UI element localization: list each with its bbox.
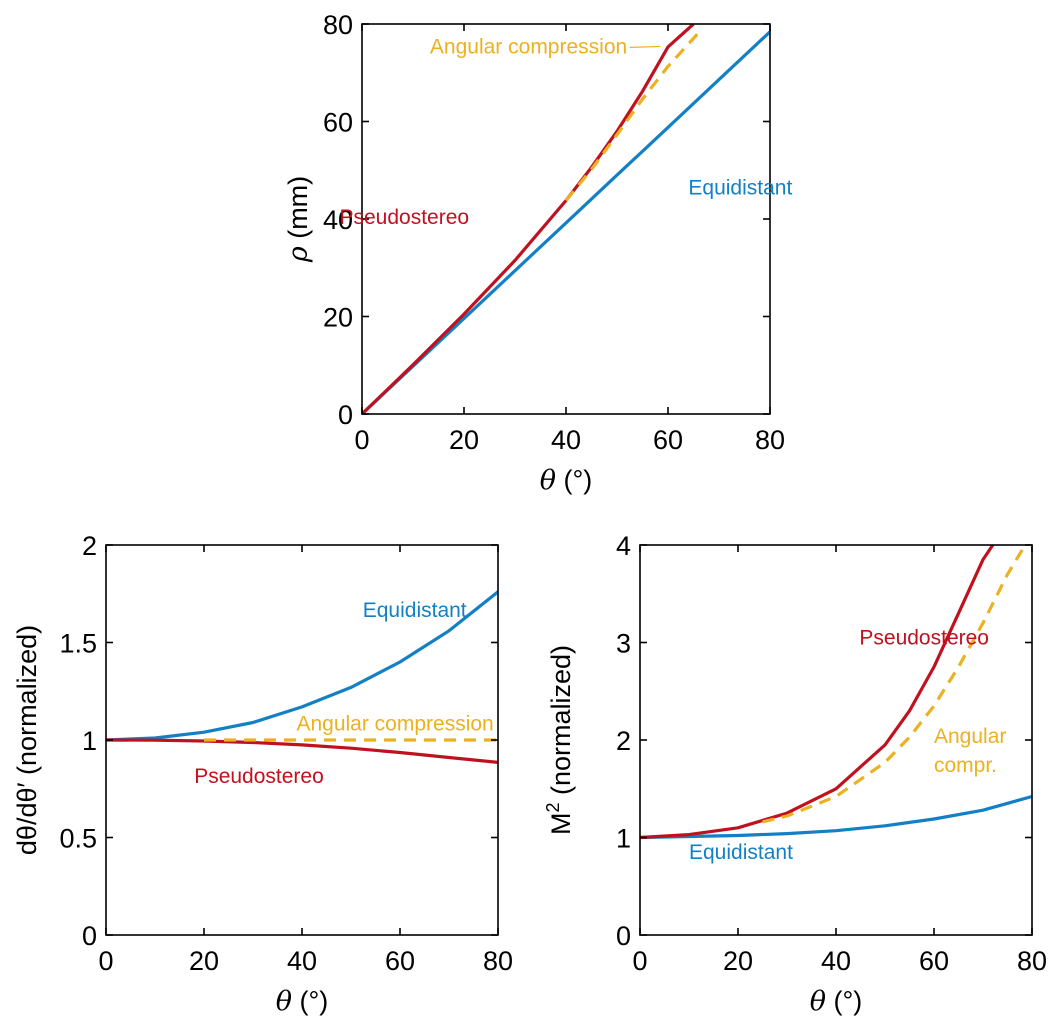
y-tick-label: 4 (616, 531, 631, 561)
x-axis-title: θ (°) (810, 986, 863, 1017)
y-tick-label: 0 (338, 400, 353, 430)
y-axis-title: dθ/dθ′ (normalized) (12, 625, 42, 855)
series-line-pseudostereo (106, 738, 498, 764)
series-line-equidistant (362, 30, 770, 414)
y-axis-unit: (normalized) (12, 625, 42, 783)
y-axis-superscript: 2 (543, 803, 563, 813)
x-axis-unit: (°) (556, 465, 592, 495)
chart-rho-vs-theta: 0 20 40 60 80 0 20 40 60 80 θ (°) ρ (mm) Angular com… (283, 10, 792, 496)
x-axis-variable: θ (810, 986, 826, 1017)
x-tick-label: 20 (723, 946, 753, 976)
x-tick-label: 20 (449, 425, 479, 455)
y-tick-label: 80 (323, 10, 353, 40)
y-axis-unit: (normalized) (546, 645, 576, 803)
x-tick-label: 0 (632, 946, 647, 976)
x-tick-label: 60 (385, 946, 415, 976)
annotation-angular-compression: Angular compression (296, 712, 493, 735)
x-tick-label: 60 (919, 946, 949, 976)
x-axis-unit: (°) (292, 986, 328, 1016)
annotation-equidistant: Equidistant (688, 177, 792, 200)
annotation-pseudostereo: Pseudostereo (340, 206, 470, 229)
annotation-leader-line (629, 45, 661, 48)
x-tick-label: 80 (755, 425, 785, 455)
series-line-pseudostereo (640, 545, 995, 840)
y-axis-title: ρ (mm) (283, 176, 314, 263)
y-tick-label: 1.5 (59, 629, 97, 659)
y-tick-label: 0 (82, 921, 97, 951)
annotation-compr: compr. (934, 754, 997, 777)
y-axis-variable: dθ/dθ′ (12, 782, 42, 855)
x-tick-label: 40 (287, 946, 317, 976)
x-axis-title: θ (°) (540, 465, 593, 496)
x-tick-label: 60 (653, 425, 683, 455)
annotation-equidistant: Equidistant (363, 599, 467, 622)
y-tick-label: 0.5 (59, 824, 97, 854)
y-tick-label: 3 (616, 629, 631, 659)
x-axis-unit: (°) (826, 986, 862, 1016)
y-axis-title: M2 (normalized) (543, 645, 576, 835)
series-line-angular-compr (762, 549, 1024, 824)
annotation-angular: Angular (934, 725, 1006, 748)
y-axis-variable: M (546, 813, 576, 836)
annotation-angular-compression: Angular compression (430, 35, 627, 58)
annotation-pseudostereo: Pseudostereo (859, 626, 989, 649)
x-tick-label: 0 (354, 425, 369, 455)
y-tick-label: 1 (82, 726, 97, 756)
series-line-angular-compression (564, 31, 700, 202)
x-tick-label: 80 (1017, 946, 1047, 976)
y-tick-label: 20 (323, 303, 353, 333)
x-tick-label: 0 (98, 946, 113, 976)
chart-dtheta-vs-theta: 0 20 40 60 80 0 0.5 1 1.5 2 θ (°) dθ/dθ′ (normalize… (12, 531, 513, 1017)
y-tick-label: 0 (616, 921, 631, 951)
y-axis-variable: ρ (283, 246, 314, 263)
x-tick-label: 40 (551, 425, 581, 455)
series-line-equidistant (106, 590, 498, 742)
y-tick-label: 2 (616, 726, 631, 756)
y-tick-label: 2 (82, 531, 97, 561)
x-axis-variable: θ (276, 986, 292, 1017)
y-tick-label: 40 (323, 205, 353, 235)
annotation-equidistant: Equidistant (689, 841, 793, 864)
x-tick-label: 40 (821, 946, 851, 976)
x-tick-label: 80 (483, 946, 513, 976)
y-tick-label: 1 (616, 824, 631, 854)
x-axis-variable: θ (540, 465, 556, 496)
y-tick-label: 60 (323, 108, 353, 138)
series-line-equidistant (640, 794, 1032, 840)
x-axis-title: θ (°) (276, 986, 329, 1017)
annotation-pseudostereo: Pseudostereo (194, 765, 324, 788)
x-tick-label: 20 (189, 946, 219, 976)
y-axis-unit: (mm) (283, 176, 313, 246)
